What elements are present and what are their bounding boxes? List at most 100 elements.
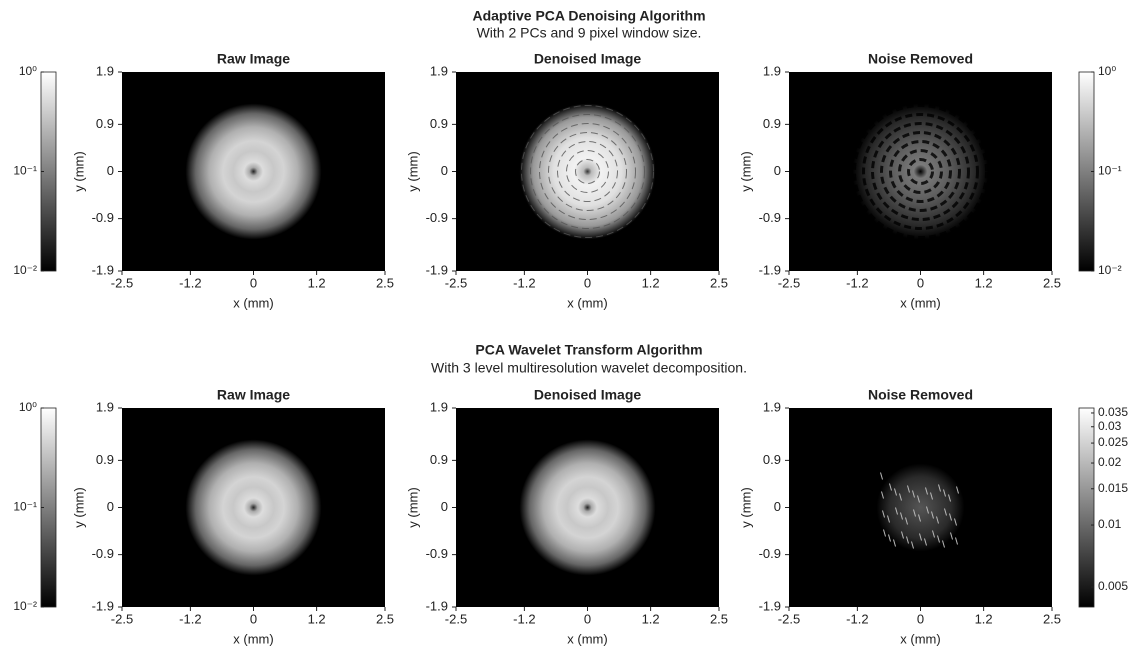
streak-texture [911, 541, 914, 549]
x-tick-label: 2.5 [710, 275, 728, 290]
y-tick-label: 0 [441, 499, 448, 514]
y-axis-label: y (mm) [405, 151, 420, 191]
x-tick-label: -2.5 [111, 275, 133, 290]
colorbar-tick-label: 10⁰ [19, 400, 37, 414]
streak-texture [881, 491, 884, 499]
y-tick-label: -0.9 [759, 546, 781, 561]
x-tick-label: 0 [584, 275, 591, 290]
y-tick-label: -0.9 [92, 210, 114, 225]
streak-texture [942, 540, 945, 548]
colorbar-tick-label: 0.005 [1098, 579, 1128, 593]
streak-texture [949, 513, 952, 521]
ring-texture [521, 105, 654, 238]
colorbar-tick-label: 10⁻² [13, 599, 37, 613]
x-tick-label: -1.2 [513, 275, 535, 290]
x-tick-label: -1.2 [179, 275, 201, 290]
x-tick-label: 1.2 [308, 611, 326, 626]
streak-texture [887, 515, 890, 523]
streak-texture [918, 514, 921, 522]
ring-texture [862, 113, 979, 230]
colorbar-tick-label: 10⁻² [13, 263, 37, 277]
streak-texture [905, 517, 908, 525]
beam-image [185, 103, 322, 240]
y-tick-label: 0 [441, 163, 448, 178]
panel-title: Raw Image [217, 51, 290, 67]
panel-title: Denoised Image [534, 387, 642, 403]
y-tick-label: -0.9 [759, 210, 781, 225]
ring-texture [889, 140, 952, 203]
y-tick-label: 0.9 [96, 116, 114, 131]
y-tick-label: -1.9 [759, 598, 781, 613]
y-axis-label: y (mm) [405, 487, 420, 527]
colorbar-tick-label: 10⁰ [1098, 64, 1116, 78]
x-axis-label: x (mm) [567, 631, 607, 646]
streak-texture [907, 485, 910, 493]
streak-texture [893, 539, 896, 547]
streak-texture [955, 537, 958, 545]
panel-title: Raw Image [217, 387, 290, 403]
x-tick-label: -2.5 [778, 275, 800, 290]
beam-image [876, 463, 965, 552]
x-axis-label: x (mm) [900, 295, 940, 310]
ring-texture [548, 132, 627, 211]
colorbar-tick-label: 10⁻¹ [13, 164, 37, 178]
ring-texture [871, 122, 970, 221]
streak-texture [956, 486, 959, 494]
y-tick-label: 1.9 [763, 63, 781, 78]
ring-texture [566, 150, 609, 193]
streak-texture [924, 538, 927, 546]
streak-texture [938, 484, 941, 492]
colorbar-tick-label: 10⁻¹ [13, 500, 37, 514]
streak-texture [894, 488, 897, 496]
streak-texture [937, 535, 940, 543]
streak-texture [913, 509, 916, 517]
colorbar-tick-label: 0.01 [1098, 517, 1122, 531]
streak-texture [917, 495, 920, 503]
x-tick-label: -2.5 [111, 611, 133, 626]
y-tick-label: -1.9 [426, 598, 448, 613]
x-tick-label: 0 [917, 611, 924, 626]
x-tick-label: -2.5 [445, 611, 467, 626]
x-tick-label: 2.5 [376, 275, 394, 290]
streak-texture [943, 489, 946, 497]
x-tick-label: 2.5 [1043, 611, 1061, 626]
ring-texture [530, 114, 645, 229]
colorbar-tick-label: 0.035 [1098, 405, 1128, 419]
section-title: Adaptive PCA Denoising Algorithm [472, 8, 705, 24]
streak-texture [899, 493, 902, 501]
section-title: PCA Wavelet Transform Algorithm [475, 342, 702, 358]
y-tick-label: 0.9 [763, 116, 781, 131]
colorbar-tick-label: 0.02 [1098, 455, 1122, 469]
y-tick-label: 1.9 [763, 399, 781, 414]
y-tick-label: -0.9 [92, 546, 114, 561]
x-tick-label: -2.5 [445, 275, 467, 290]
section-subtitle: With 3 level multiresolution wavelet dec… [431, 360, 747, 376]
streak-texture [932, 530, 935, 538]
x-tick-label: 2.5 [376, 611, 394, 626]
streak-texture [931, 511, 934, 519]
y-tick-label: 0 [774, 499, 781, 514]
y-tick-label: 0.9 [96, 452, 114, 467]
streak-texture [900, 512, 903, 520]
y-axis-label: y (mm) [738, 151, 753, 191]
x-tick-label: 0 [917, 275, 924, 290]
x-tick-label: 1.2 [308, 275, 326, 290]
streak-texture [930, 492, 933, 500]
x-tick-label: -1.2 [846, 611, 868, 626]
ring-texture [539, 123, 636, 220]
y-tick-label: 1.9 [430, 63, 448, 78]
colorbar-tick-label: 0.015 [1098, 481, 1128, 495]
y-tick-label: -1.9 [426, 262, 448, 277]
ring-texture [880, 131, 961, 212]
ring-texture [898, 149, 943, 194]
y-tick-label: 0.9 [430, 452, 448, 467]
colorbar-tick-label: 10⁰ [19, 64, 37, 78]
y-tick-label: 0.9 [763, 452, 781, 467]
x-tick-label: 0 [584, 611, 591, 626]
streak-texture [936, 516, 939, 524]
x-tick-label: 2.5 [710, 611, 728, 626]
x-tick-label: 1.2 [642, 611, 660, 626]
y-tick-label: 0 [107, 499, 114, 514]
streak-texture [919, 533, 922, 541]
